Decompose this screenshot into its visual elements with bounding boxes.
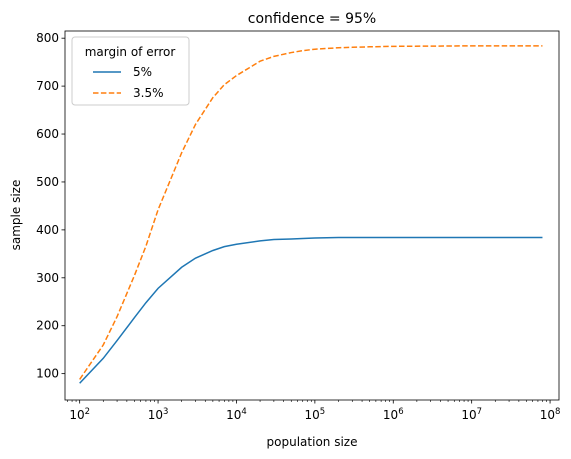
y-tick-label: 600 (36, 127, 59, 141)
y-tick-label: 300 (36, 271, 59, 285)
legend: margin of error 5% 3.5% (71, 36, 190, 106)
legend-label-5pct: 5% (133, 65, 152, 79)
x-tick-label: 103 (148, 407, 169, 422)
x-tick-label: 108 (540, 407, 561, 422)
x-tick-label: 107 (461, 407, 482, 422)
x-axis-label: population size (267, 435, 358, 449)
x-tick-label: 105 (305, 407, 326, 422)
x-tick-label: 106 (383, 407, 404, 422)
series-line-0 (79, 236, 543, 384)
y-tick-label: 400 (36, 223, 59, 237)
x-tick-label: 104 (226, 407, 247, 422)
y-tick-label: 700 (36, 79, 59, 93)
legend-box (71, 36, 190, 106)
series-line-1 (79, 45, 543, 380)
x-tick-label: 102 (69, 407, 90, 422)
legend-label-3-5pct: 3.5% (133, 86, 164, 100)
legend-title: margin of error (85, 45, 176, 59)
y-tick-label: 200 (36, 319, 59, 333)
chart-title: confidence = 95% (248, 11, 376, 27)
x-axis-ticks: 102 103 104 105 106 107 108 (67, 400, 561, 422)
y-tick-label: 100 (36, 367, 59, 381)
y-tick-label: 800 (36, 31, 59, 45)
plot-lines (79, 45, 543, 384)
y-tick-label: 500 (36, 175, 59, 189)
y-axis-label: sample size (9, 180, 23, 251)
plot-frame (64, 30, 560, 401)
y-axis-ticks: 100 200 300 400 500 600 700 800 (36, 31, 65, 381)
